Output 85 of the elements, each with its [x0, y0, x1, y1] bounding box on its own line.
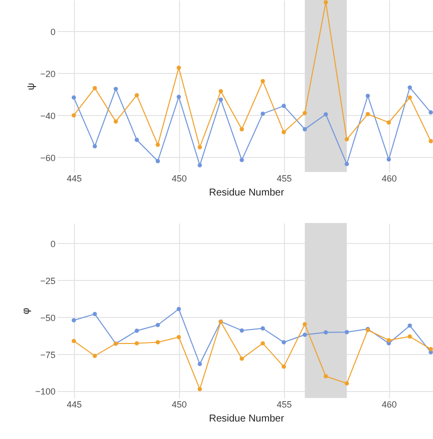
point: [366, 94, 370, 98]
point: [344, 381, 349, 386]
point: [282, 104, 286, 108]
x-tick-label: 460: [382, 174, 397, 184]
x-axis-title: Residue Number: [208, 414, 285, 424]
point: [218, 98, 223, 102]
point: [344, 137, 349, 142]
point: [386, 338, 391, 342]
point: [240, 158, 244, 162]
y-tick-label: −25: [40, 276, 56, 286]
point: [156, 322, 160, 328]
point: [134, 138, 139, 142]
point: [92, 312, 97, 316]
point: [176, 334, 181, 340]
y-tick-label: −50: [40, 312, 56, 323]
point: [114, 119, 118, 124]
point: [240, 127, 244, 132]
point: [428, 110, 433, 115]
point: [408, 323, 412, 328]
point: [134, 93, 139, 98]
point: [198, 387, 202, 392]
y-tick-label: −100: [35, 386, 56, 397]
point: [302, 110, 307, 116]
point: [344, 330, 349, 334]
point: [260, 112, 265, 116]
point: [240, 328, 244, 333]
point: [198, 163, 202, 168]
y-axis-title: ψ: [26, 82, 38, 90]
y-tick-label: −60: [40, 152, 56, 163]
point: [324, 0, 328, 4]
point: [386, 157, 391, 162]
point: [408, 334, 412, 339]
point: [302, 322, 307, 326]
x-axis-title: Residue Number: [208, 188, 285, 198]
y-tick-label: 0: [50, 238, 56, 249]
point: [428, 139, 433, 144]
point: [408, 85, 412, 90]
point: [176, 94, 181, 100]
x-tick-label: 450: [172, 174, 187, 184]
point: [134, 341, 139, 346]
point: [240, 356, 244, 361]
y-axis-title: φ: [21, 307, 32, 314]
point: [92, 144, 97, 148]
y-tick-label: −40: [40, 110, 56, 121]
point: [302, 332, 307, 337]
point: [156, 142, 160, 147]
point: [324, 112, 328, 116]
point: [260, 326, 265, 330]
point: [92, 354, 97, 358]
x-tick-label: 445: [66, 174, 82, 184]
point: [428, 346, 433, 352]
point: [72, 318, 76, 322]
point: [282, 340, 286, 344]
point: [72, 338, 76, 344]
point: [408, 95, 412, 100]
x-tick-label: 450: [172, 400, 187, 410]
point: [198, 145, 202, 150]
point: [260, 341, 265, 346]
point: [92, 86, 97, 90]
point: [260, 79, 265, 84]
point: [366, 112, 370, 116]
point: [176, 306, 181, 312]
point: [156, 158, 160, 164]
point: [176, 66, 181, 70]
point: [72, 113, 76, 118]
point: [218, 89, 223, 94]
x-tick-label: 455: [276, 400, 292, 410]
x-tick-label: 460: [382, 400, 397, 410]
point: [302, 127, 307, 132]
point: [386, 120, 391, 125]
x-tick-label: 445: [66, 400, 82, 410]
x-tick-label: 455: [276, 174, 292, 184]
y-tick-label: 0: [50, 26, 56, 37]
y-tick-label: −20: [40, 68, 56, 79]
point: [156, 340, 160, 344]
point: [344, 162, 349, 166]
point: [324, 330, 328, 334]
y-tick-label: −75: [40, 350, 56, 360]
point: [72, 95, 76, 100]
point: [282, 130, 286, 134]
point: [134, 328, 139, 333]
point: [114, 86, 118, 92]
point: [324, 374, 328, 378]
point: [198, 362, 202, 366]
point: [282, 364, 286, 369]
